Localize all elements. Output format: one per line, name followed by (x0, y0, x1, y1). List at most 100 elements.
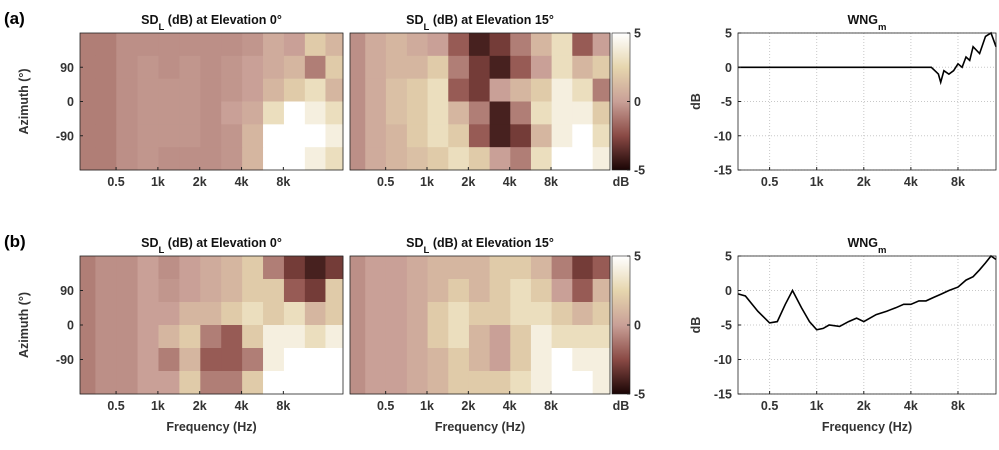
heatmap-cell (489, 78, 511, 102)
heatmap-cell (137, 325, 159, 349)
heatmap-cell (242, 256, 264, 280)
heatmap-cell (510, 348, 532, 372)
heatmap-cell (221, 33, 243, 57)
heatmap-cell (489, 147, 511, 171)
heatmap-cell (406, 101, 428, 125)
heatmap-cell (551, 348, 573, 372)
heatmap-cell (551, 55, 573, 80)
heatmap-cell (572, 147, 594, 171)
heatmap-cell (221, 256, 243, 280)
heatmap-cell (427, 147, 449, 171)
heatmap-cell (350, 124, 366, 148)
heatmap-cell (510, 147, 532, 171)
heatmap-cell (137, 147, 159, 171)
heatmap-cell (489, 33, 511, 57)
heatmap-cell (325, 279, 344, 303)
heatmap-cell (242, 348, 264, 372)
heatmap-cell (489, 279, 511, 303)
title-part: (dB) at Elevation 15° (429, 236, 553, 250)
line-series (738, 31, 997, 86)
axes-frame (349, 255, 611, 395)
heatmap-cell (551, 78, 573, 102)
heatmap-cell (489, 55, 511, 80)
heatmap-cell (80, 124, 96, 148)
title-part: (dB) at Elevation 0° (164, 236, 282, 250)
heatmap-cell (221, 279, 243, 303)
title-part: L (424, 22, 430, 33)
x-tick-label: 4k (904, 399, 918, 413)
x-axis-label: Frequency (Hz) (822, 420, 912, 434)
heatmap-cell (200, 256, 222, 280)
heatmap-cell (468, 147, 491, 171)
heatmap-cell (283, 302, 306, 326)
heatmap-cell (80, 325, 96, 349)
heatmap-cell (468, 371, 491, 395)
heatmap-cell (158, 371, 180, 395)
heatmap-cell (350, 371, 366, 395)
heatmap-cell (80, 55, 96, 80)
heatmap-cell (365, 371, 387, 395)
heatmap-cell (137, 55, 159, 80)
colorbar-tick-label: -5 (634, 164, 645, 178)
x-tick-label: 4k (503, 399, 517, 413)
heatmap-cell (489, 101, 511, 125)
x-tick-label: 0.5 (107, 175, 124, 189)
heatmap-cell (448, 325, 470, 349)
x-tick-label: 8k (951, 399, 965, 413)
heatmap-cell (283, 78, 306, 102)
heatmap-cell (385, 256, 408, 280)
heatmap-cell (95, 124, 117, 148)
heatmap-cell (116, 302, 138, 326)
heatmap-cell (263, 124, 285, 148)
y-tick-label: -15 (714, 388, 732, 402)
heatmap-cell (365, 256, 387, 280)
heatmap-cell (427, 256, 449, 280)
title-part: SD (406, 13, 423, 27)
heatmap-cell (406, 371, 428, 395)
heatmap-cell (325, 124, 344, 148)
heatmap-cell (530, 371, 553, 395)
colorbar-tick-label: -5 (634, 388, 645, 402)
heatmap-cell (365, 55, 387, 80)
heatmap-cell (448, 55, 470, 80)
heatmap-cell (592, 325, 611, 349)
heatmap-cell (325, 348, 344, 372)
heatmap-cell (551, 124, 573, 148)
heatmap-cell (137, 33, 159, 57)
heatmap-cell (572, 279, 594, 303)
heatmap-cell (572, 33, 594, 57)
heatmap-cell (406, 124, 428, 148)
heatmap-cell (200, 33, 222, 57)
heatmap-cell (551, 33, 573, 57)
heatmap-cell (179, 256, 201, 280)
heatmap-cell (200, 78, 222, 102)
y-tick-label: 0 (67, 95, 74, 109)
colorbar-tick-label: 5 (634, 250, 641, 264)
heatmap-cell (80, 78, 96, 102)
heatmap-cell (592, 101, 611, 125)
y-tick-label: -10 (714, 353, 732, 367)
heatmap-cell (406, 348, 428, 372)
heatmap-cell (448, 78, 470, 102)
heatmap-cell (283, 124, 306, 148)
chart-title: SDL (dB) at Elevation 0° (141, 13, 282, 33)
heatmap-cell (551, 302, 573, 326)
heatmap-cell (80, 302, 96, 326)
heatmap-cell (158, 302, 180, 326)
heatmap-cell (179, 55, 201, 80)
x-tick-label: 8k (276, 175, 290, 189)
heatmap-cell (304, 55, 326, 80)
heatmap-cell (200, 302, 222, 326)
heatmap-cell (468, 33, 491, 57)
heatmap-cell (304, 124, 326, 148)
heatmap-cell (530, 101, 553, 125)
heatmap-cell (158, 55, 180, 80)
heatmap-cell (95, 256, 117, 280)
heatmap-cell (427, 348, 449, 372)
heatmap-cell (385, 279, 408, 303)
x-tick-label: 2k (193, 399, 207, 413)
heatmap-cell (263, 101, 285, 125)
heatmap-cell (510, 101, 532, 125)
heatmap-cell (427, 279, 449, 303)
